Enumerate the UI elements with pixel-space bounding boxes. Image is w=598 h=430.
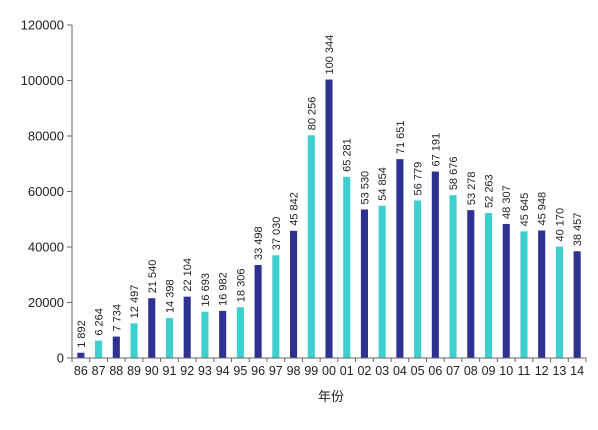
bar <box>378 205 386 358</box>
x-tick-label: 99 <box>304 364 318 378</box>
data-label: 1 892 <box>76 320 88 348</box>
data-label: 7 734 <box>111 304 123 332</box>
data-label: 14 398 <box>164 279 176 313</box>
data-label: 53 278 <box>466 171 478 205</box>
x-axis: 86 87 88 89 90 91 92 93 94 95 96 97 98 99 00 01 02 03 04 05… <box>71 357 587 378</box>
x-tick-label: 12 <box>535 364 549 378</box>
data-label: 18 306 <box>235 269 247 303</box>
bar <box>95 340 103 358</box>
data-label: 16 982 <box>218 272 230 306</box>
x-tick-label: 96 <box>251 364 265 378</box>
x-tick-label: 02 <box>357 364 371 378</box>
bar <box>183 296 191 358</box>
x-tick-label: 94 <box>216 364 230 378</box>
bar <box>325 79 333 359</box>
x-tick-label: 11 <box>517 364 530 378</box>
bar <box>148 298 156 358</box>
bar <box>272 255 280 358</box>
x-tick-label: 98 <box>287 364 301 378</box>
data-label: 53 530 <box>359 171 371 205</box>
y-tick-label: 80000 <box>28 129 64 144</box>
x-tick-label: 07 <box>446 364 460 378</box>
x-tick-label: 10 <box>499 364 513 378</box>
bar <box>165 318 174 358</box>
x-tick-label: 04 <box>393 364 407 378</box>
bar <box>431 171 439 358</box>
bar <box>290 230 298 358</box>
y-tick-label: 60000 <box>28 184 64 199</box>
x-tick-label: 95 <box>233 364 247 378</box>
data-label: 12 497 <box>129 285 141 319</box>
bar <box>201 311 209 358</box>
y-tick-label: 40000 <box>28 240 64 255</box>
bar <box>360 209 368 358</box>
data-label: 56 779 <box>413 162 425 196</box>
x-tick-label: 89 <box>127 364 141 378</box>
data-label: 33 498 <box>253 226 265 260</box>
data-label: 21 540 <box>147 260 159 294</box>
data-label: 54 854 <box>377 167 389 201</box>
y-tick-label: 20000 <box>28 295 64 310</box>
bar <box>77 352 85 358</box>
data-label: 100 344 <box>324 35 336 75</box>
bar <box>254 265 262 358</box>
x-tick-label: 05 <box>411 364 425 378</box>
x-tick-label: 93 <box>198 364 212 378</box>
bar <box>343 176 351 358</box>
x-tick-label: 00 <box>322 364 336 378</box>
bar <box>236 307 244 358</box>
x-tick-label: 88 <box>109 364 123 378</box>
x-tick-label: 08 <box>464 364 478 378</box>
x-axis-label: 年份 <box>318 389 344 404</box>
bar <box>520 231 528 358</box>
bar <box>396 159 404 358</box>
x-tick-label: 14 <box>570 364 584 378</box>
x-tick-label: 91 <box>163 364 177 378</box>
bar <box>502 223 510 358</box>
x-tick-label: 87 <box>92 364 106 378</box>
bar <box>484 212 493 358</box>
y-tick-label: 0 <box>57 351 64 366</box>
bar <box>573 251 581 358</box>
x-tick-label: 03 <box>375 364 389 378</box>
data-label: 71 651 <box>395 121 407 155</box>
x-tick-label: 09 <box>482 364 496 378</box>
data-label: 16 693 <box>200 273 212 307</box>
data-label: 48 307 <box>501 185 513 219</box>
bar <box>219 310 227 358</box>
data-label: 22 104 <box>182 258 194 292</box>
data-label: 38 457 <box>572 213 584 247</box>
data-label: 58 676 <box>448 157 460 191</box>
data-label: 6 264 <box>94 308 106 336</box>
bar <box>449 195 457 358</box>
bar <box>555 246 563 358</box>
data-label: 67 191 <box>430 133 442 167</box>
x-tick-label: 13 <box>552 364 566 378</box>
data-label: 45 948 <box>537 192 549 226</box>
bar <box>112 336 120 358</box>
bars: 1 892 6 264 7 734 12 497 21 540 14 398 22 104 1… <box>76 35 584 359</box>
x-tick-label: 90 <box>145 364 159 378</box>
data-label: 45 645 <box>519 193 531 227</box>
data-label: 52 263 <box>484 174 496 208</box>
bar <box>130 323 138 358</box>
y-tick-label: 120000 <box>21 18 64 33</box>
data-label: 37 030 <box>271 217 283 251</box>
x-tick-label: 01 <box>340 364 354 378</box>
x-tick-label: 86 <box>74 364 88 378</box>
y-tick-label: 100000 <box>21 73 64 88</box>
bar <box>538 230 546 358</box>
data-label: 45 842 <box>289 192 301 226</box>
bar <box>414 200 422 358</box>
bar <box>307 135 315 358</box>
bar <box>467 210 475 358</box>
data-label: 65 281 <box>342 138 354 172</box>
x-tick-label: 97 <box>269 364 283 378</box>
data-label: 80 256 <box>306 97 318 131</box>
x-tick-label: 92 <box>180 364 194 378</box>
data-label: 40 170 <box>554 208 566 242</box>
x-tick-label: 06 <box>428 364 442 378</box>
y-axis: 0 20000 40000 60000 80000 100000 120000 <box>21 18 73 366</box>
